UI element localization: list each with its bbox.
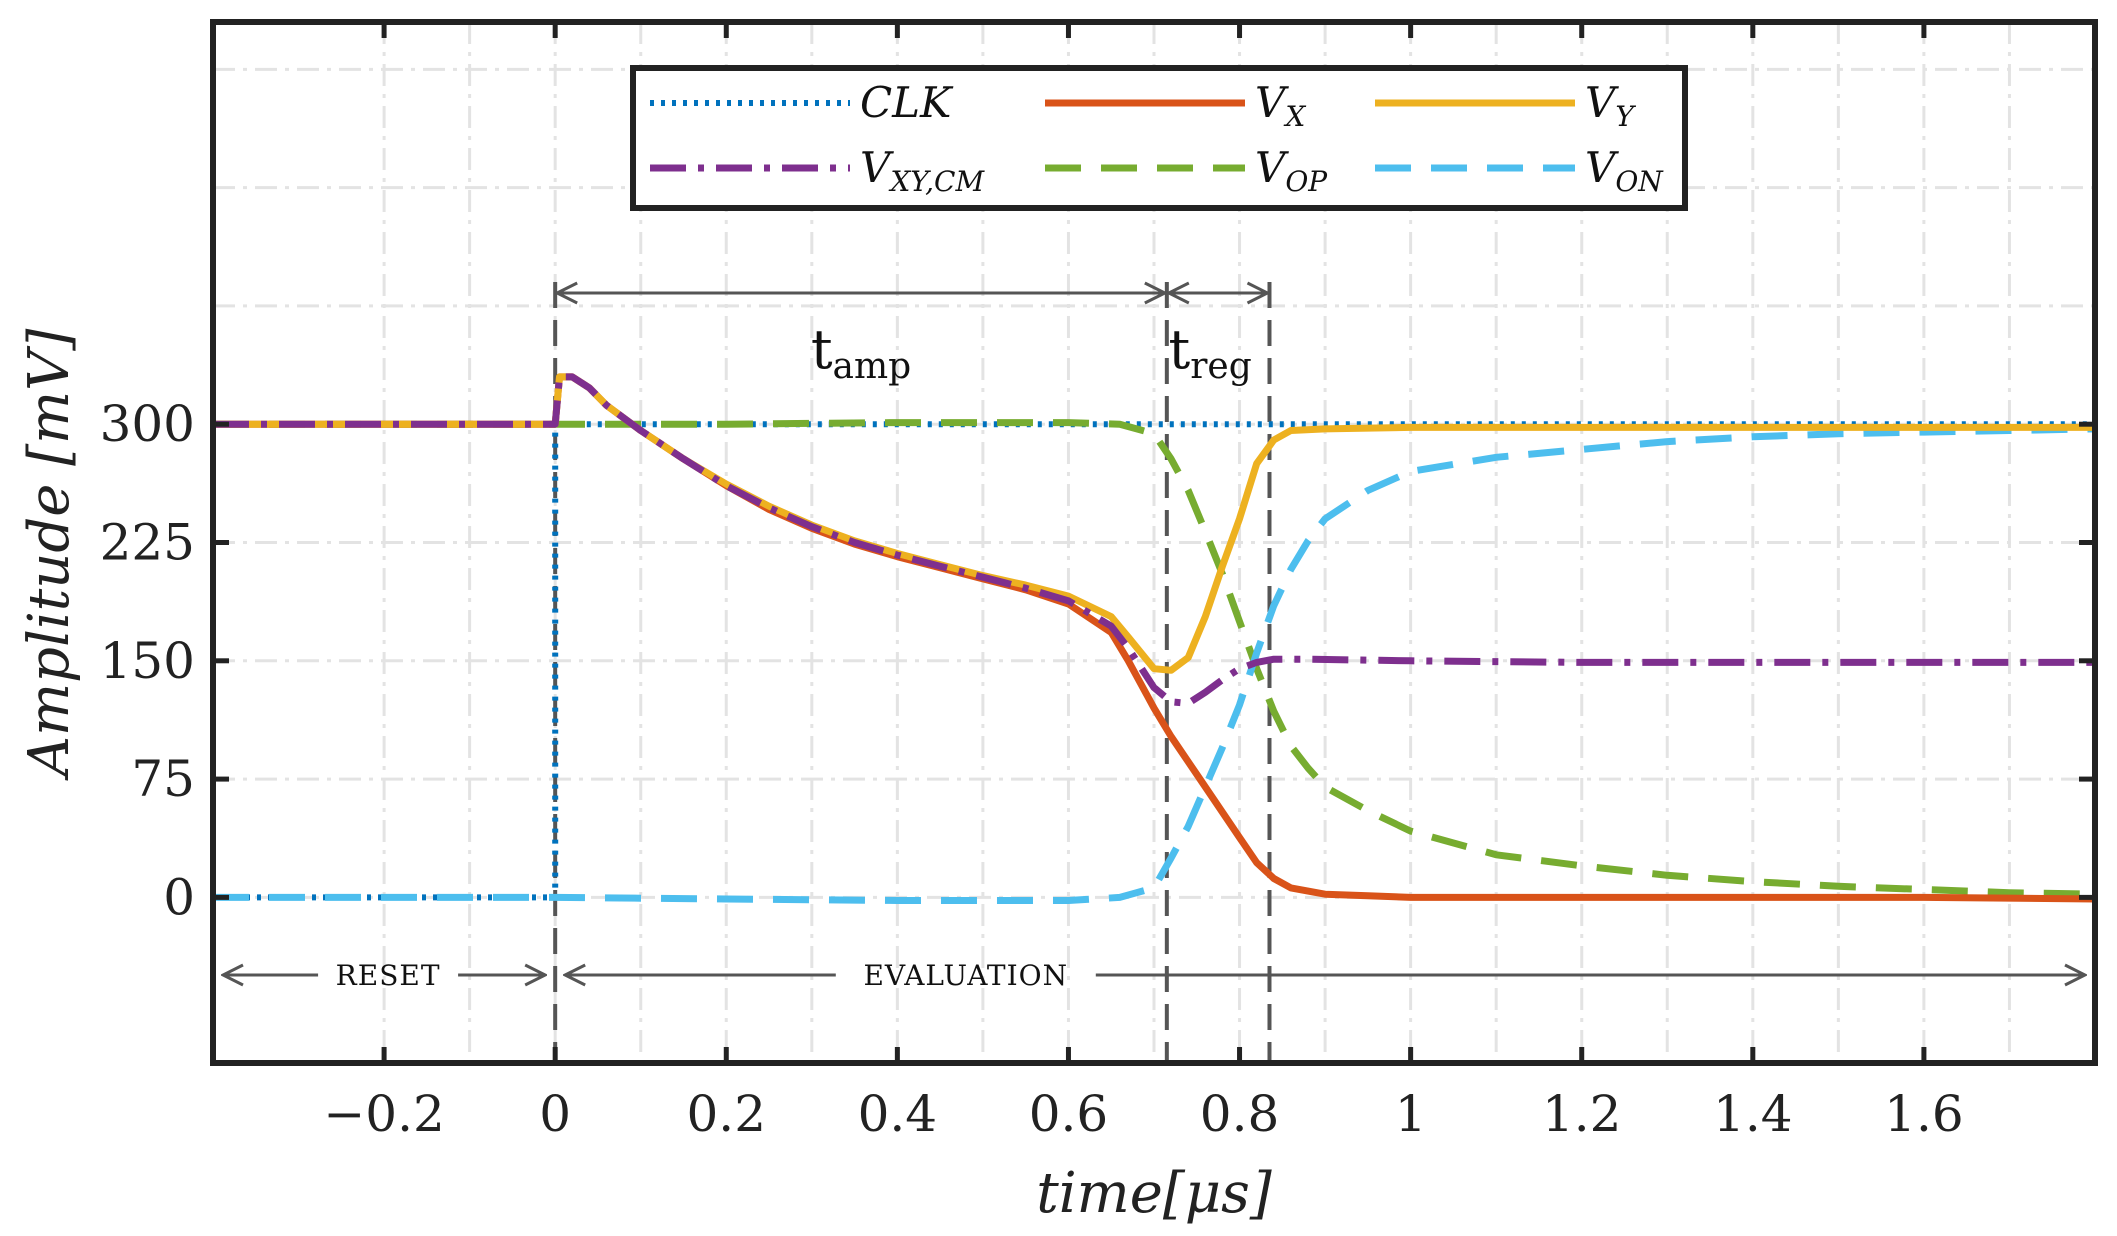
y-tick-label: 225 [100, 514, 195, 572]
x-tick-label: 0.8 [1200, 1085, 1280, 1143]
y-tick-label: 0 [163, 868, 195, 926]
t-amp-label: tamp [811, 318, 911, 387]
legend-label-vy: VY [1585, 78, 1636, 133]
tick-labels: −0.2 0 0.2 0.4 0.6 0.8 1 1.2 1.4 1.6 0 75 150 225 300 [100, 395, 1964, 1143]
x-tick-label: 0 [539, 1085, 571, 1143]
y-tick-label: 150 [100, 632, 195, 690]
x-tick-label: 1.2 [1542, 1085, 1622, 1143]
phase-label: EVALUATION [863, 959, 1068, 992]
phase-label: RESET [336, 959, 441, 992]
y-axis-label: Amplitude [mV] [17, 328, 82, 781]
series-vop [213, 419, 2096, 898]
series-vxycm [213, 373, 2095, 707]
legend-label-vx: VX [1255, 78, 1306, 133]
series-clk [213, 421, 2095, 901]
y-tick-label: 75 [131, 750, 195, 808]
x-tick-label: 1 [1395, 1085, 1427, 1143]
legend-label-vop: VOP [1255, 143, 1328, 198]
x-tick-label: 0.4 [858, 1085, 938, 1143]
x-tick-label: 0.2 [687, 1085, 767, 1143]
x-tick-label: 1.6 [1884, 1085, 1964, 1143]
legend-label-von: VON [1585, 143, 1664, 198]
t-reg-label: treg [1169, 318, 1252, 387]
ticks [213, 22, 2095, 1063]
legend-label-clk: CLK [860, 78, 954, 127]
legend-label-vxycm: VXY,CM [860, 143, 985, 198]
series-von [213, 425, 2096, 904]
x-tick-label: 1.4 [1713, 1085, 1793, 1143]
series-group [213, 373, 2096, 904]
x-tick-label: −0.2 [323, 1085, 444, 1143]
x-tick-label: 0.6 [1029, 1085, 1109, 1143]
y-tick-label: 300 [100, 395, 195, 453]
x-axis-label: time[μs] [1036, 1161, 1272, 1226]
annotations: tamp treg RESET EVALUATION [223, 293, 2085, 992]
legend: CLK VX VY VXY,CM VOP VON [630, 65, 1688, 211]
legend-box [630, 65, 1688, 211]
